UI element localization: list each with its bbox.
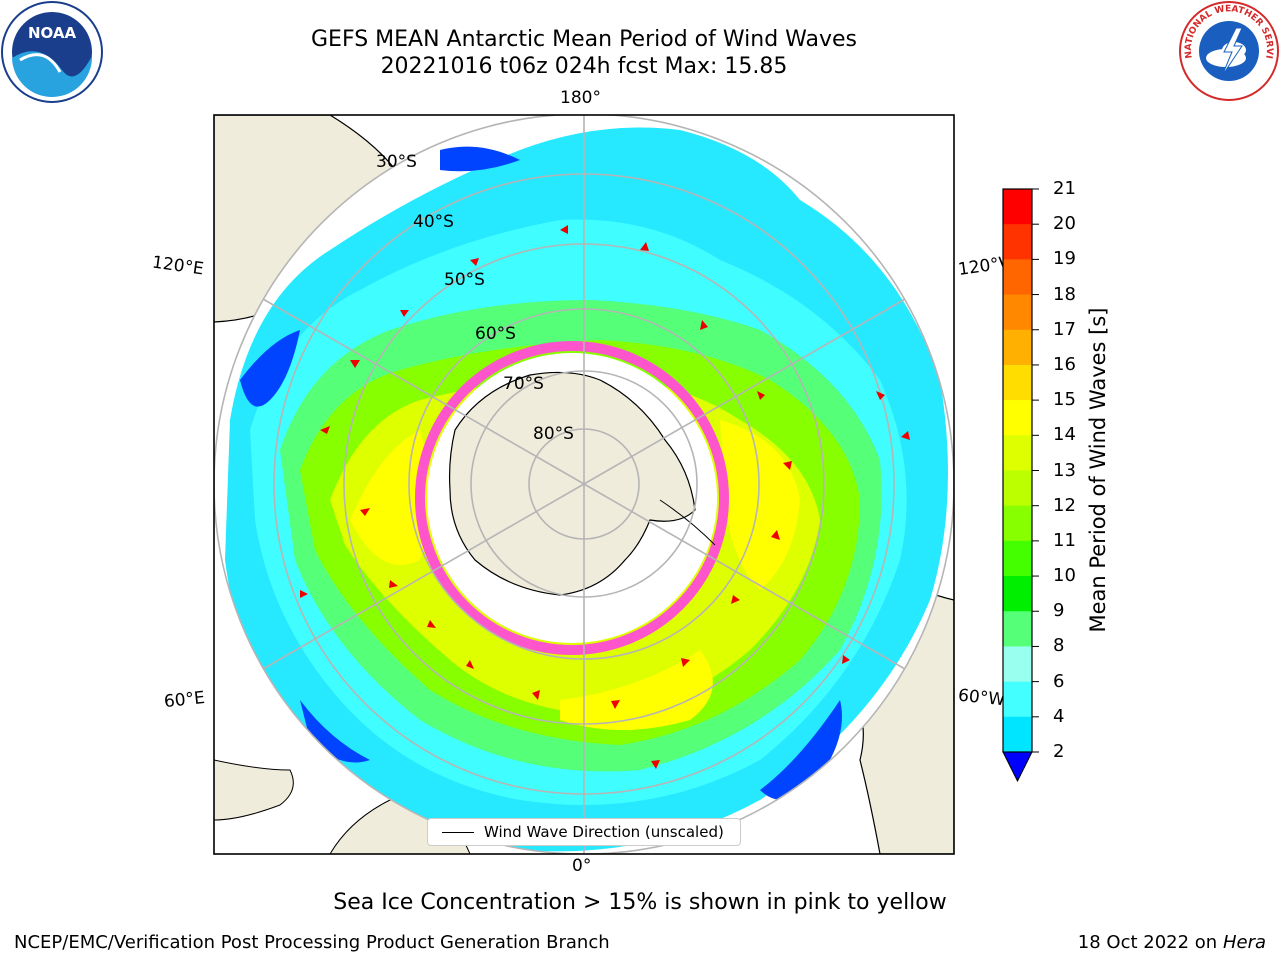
- lat-label-40s: 40°S: [413, 212, 454, 232]
- colorbar-tick-label: 14: [1053, 424, 1076, 446]
- colorbar-segment: [1003, 646, 1032, 683]
- colorbar-tick-label: 13: [1053, 459, 1076, 481]
- colorbar-label: Mean Period of Wind Waves [s]: [1086, 307, 1110, 633]
- colorbar-tick-label: 19: [1053, 248, 1076, 270]
- colorbar-segment: [1003, 435, 1032, 471]
- lon-label-0: 0°: [572, 856, 592, 876]
- chart-title: GEFS MEAN Antarctic Mean Period of Wind …: [311, 27, 857, 52]
- colorbar-segment: [1003, 540, 1032, 577]
- colorbar-segment: [1003, 224, 1032, 260]
- lat-label-60s: 60°S: [475, 324, 516, 344]
- noaa-logo-text: NOAA: [28, 24, 77, 42]
- map-frame: [213, 114, 955, 855]
- colorbar-segment: [1003, 681, 1032, 718]
- colorbar-segment: [1003, 716, 1032, 753]
- colorbar-tick-label: 15: [1053, 389, 1076, 411]
- chart-subtitle-run: 20221016 t06z 024h fcst Max: 15.85: [380, 54, 788, 79]
- lon-label-180: 180°: [560, 88, 601, 108]
- colorbar-tick-label: 4: [1053, 705, 1065, 727]
- colorbar-tick-label: 12: [1053, 494, 1076, 516]
- sea-ice-note: Sea Ice Concentration > 15% is shown in …: [333, 890, 947, 915]
- colorbar-segment: [1003, 611, 1032, 647]
- colorbar-segment: [1003, 259, 1032, 296]
- colorbar-tick-label: 8: [1053, 635, 1065, 657]
- colorbar-tick-label: 18: [1053, 283, 1076, 305]
- colorbar-tick-label: 2: [1053, 741, 1065, 762]
- lat-label-80s: 80°S: [533, 424, 574, 444]
- map-legend: Wind Wave Direction (unscaled): [427, 818, 741, 846]
- legend-line-swatch: [442, 831, 474, 833]
- colorbar-tick-label: 6: [1053, 670, 1065, 692]
- lat-label-30s: 30°S: [376, 152, 417, 172]
- colorbar-segment: [1003, 470, 1032, 507]
- colorbar-segment: [1003, 329, 1032, 366]
- noaa-logo: NOAA: [1, 1, 103, 103]
- antarctica-land: [448, 371, 696, 596]
- colorbar-segment: [1003, 294, 1032, 331]
- colorbar-tick-label: 10: [1053, 565, 1076, 587]
- colorbar-segment: [1003, 189, 1032, 225]
- colorbar-extend-arrow: [1002, 751, 1033, 783]
- footer-date: 18 Oct 2022 on Hera: [1078, 932, 1266, 953]
- wind-wave-arrows: [300, 225, 910, 769]
- colorbar-segment: [1003, 364, 1032, 401]
- colorbar-tick-label: 16: [1053, 353, 1076, 375]
- colorbar-tick-label: 11: [1053, 529, 1076, 551]
- lat-label-50s: 50°S: [444, 270, 485, 290]
- africa-land: [214, 759, 294, 821]
- colorbar-tick-label: 20: [1053, 213, 1076, 235]
- legend-label: Wind Wave Direction (unscaled): [484, 823, 724, 841]
- nws-logo: NATIONAL WEATHER SERVICE: [1178, 0, 1279, 101]
- colorbar-segment: [1003, 505, 1032, 542]
- lat-label-70s: 70°S: [503, 374, 544, 394]
- footer-date-text: 18 Oct 2022 on: [1077, 932, 1218, 953]
- colorbar-tick-label: 17: [1053, 318, 1076, 340]
- colorbar-segment: [1003, 400, 1032, 436]
- colorbar-segment: [1003, 576, 1032, 612]
- footer-credit: NCEP/EMC/Verification Post Processing Pr…: [14, 932, 610, 953]
- footer-host: Hera: [1222, 932, 1266, 953]
- colorbar-tick-label: 9: [1053, 600, 1065, 622]
- colorbar-tick-label: 21: [1053, 178, 1076, 199]
- graticule: [214, 115, 954, 854]
